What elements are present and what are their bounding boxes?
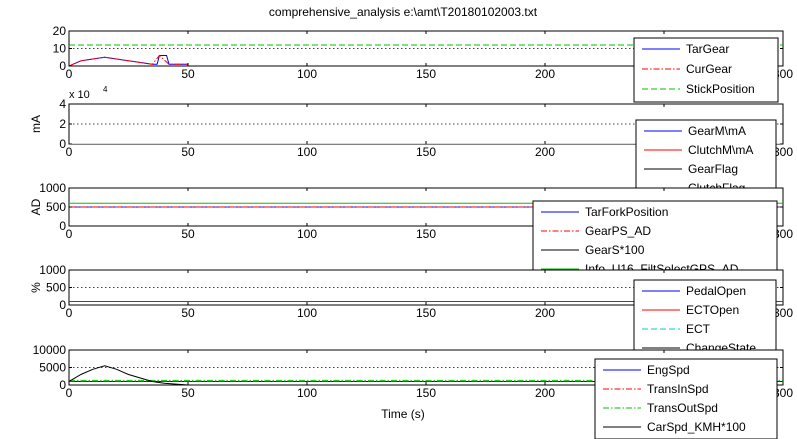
legend-entry: TarForkPosition [585, 205, 668, 219]
series-line-2 [69, 54, 188, 66]
x-tick-label: 200 [535, 386, 555, 400]
legend-entry: ClutchM\mA [688, 143, 753, 157]
legend-box [532, 200, 778, 273]
x-tick-label: 150 [416, 306, 436, 320]
legend: EngSpd TransInSpd TransOutSpd CarSpd_KMH*10… [594, 358, 778, 439]
legend-entry: TarGear [686, 42, 729, 56]
legend-entry: CurGear [686, 62, 732, 76]
legend-entry: GearS*100 [585, 243, 645, 257]
legend-box [594, 358, 778, 439]
x-tick-label: 100 [297, 67, 317, 81]
panel-1: 05010015020025030001020TarGearCurGearSti… [53, 24, 793, 103]
x-tick-label: 0 [66, 306, 73, 320]
y-tick-label: 2 [59, 117, 66, 131]
x-tick-label: 0 [66, 227, 73, 241]
y-tick-label: 10 [53, 42, 67, 56]
panel-2: 050100150200250300024mAx 104GearM\mAClut… [29, 85, 793, 195]
x-tick-label: 0 [66, 386, 73, 400]
y-tick-label: 0 [59, 59, 66, 73]
x-tick-label: 0 [66, 145, 73, 159]
x-axis-label: Time (s) [381, 407, 425, 421]
legend-entry: StickPosition [686, 82, 755, 96]
y-tick-label: 20 [53, 24, 67, 38]
x-tick-label: 150 [416, 67, 436, 81]
x-tick-label: 100 [297, 145, 317, 159]
x-tick-label: 100 [297, 306, 317, 320]
legend-entry: GearFlag [688, 162, 738, 176]
plot-area [69, 123, 783, 144]
y-axis-label: AD [29, 198, 43, 215]
panel-3: 05010015020025030005001000ADTarForkPosit… [29, 181, 793, 276]
legend-entry: GearPS_AD [585, 224, 651, 238]
legend-entry: ECTOpen [686, 303, 739, 317]
x-tick-label: 150 [416, 227, 436, 241]
legend-entry: ECT [686, 322, 711, 336]
y-tick-label: 1000 [39, 263, 66, 277]
x-tick-label: 300 [773, 227, 793, 241]
x-tick-label: 300 [773, 145, 793, 159]
x-tick-label: 300 [773, 386, 793, 400]
legend-box [635, 119, 777, 194]
legend-entry: PedalOpen [686, 284, 746, 298]
legend-entry: EngSpd [647, 363, 690, 377]
x-tick-label: 50 [181, 67, 195, 81]
legend-entry: GearM\mA [688, 124, 746, 138]
y-axis-label: % [29, 282, 43, 293]
x-tick-label: 0 [66, 67, 73, 81]
x-tick-label: 50 [181, 386, 195, 400]
x-tick-label: 50 [181, 227, 195, 241]
panel-5: 0501001502002503000500010000EngSpdTransI… [33, 343, 793, 439]
x-tick-label: 200 [535, 306, 555, 320]
y-tick-label: 5000 [39, 361, 66, 375]
y-tick-label: 0 [59, 219, 66, 233]
legend: TarForkPositionGearPS_ADGearS*100Info_U1… [532, 200, 778, 276]
x-tick-label: 150 [416, 386, 436, 400]
exponent-label: x 10 [69, 89, 90, 101]
y-tick-label: 0 [59, 298, 66, 312]
y-tick-label: 1000 [39, 181, 66, 195]
y-axis-label: mA [29, 115, 43, 133]
legend-entry: TransOutSpd [647, 401, 718, 415]
legend-entry: TransInSpd [647, 382, 709, 396]
exponent-power: 4 [103, 85, 108, 94]
y-tick-label: 0 [59, 378, 66, 392]
y-tick-label: 500 [46, 200, 66, 214]
panel-4: 05010015020025030005001000%PedalOpenECTO… [29, 263, 793, 358]
y-tick-label: 0 [59, 137, 66, 151]
legend: TarGear CurGear StickPosition [633, 37, 779, 103]
y-tick-label: 10000 [33, 343, 67, 357]
x-tick-label: 100 [297, 227, 317, 241]
y-tick-label: 500 [46, 281, 66, 295]
x-tick-label: 300 [773, 306, 793, 320]
y-tick-label: 4 [59, 97, 66, 111]
x-tick-label: 150 [416, 145, 436, 159]
x-tick-label: 200 [535, 145, 555, 159]
x-tick-label: 50 [181, 145, 195, 159]
legend-entry: CarSpd_KMH*100 [647, 420, 746, 434]
x-tick-label: 100 [297, 386, 317, 400]
series-line-4 [69, 365, 189, 385]
figure-title: comprehensive_analysis e:\amt\T201801020… [269, 5, 538, 19]
legend-box [633, 279, 777, 358]
x-tick-label: 50 [181, 306, 195, 320]
x-tick-label: 200 [535, 67, 555, 81]
